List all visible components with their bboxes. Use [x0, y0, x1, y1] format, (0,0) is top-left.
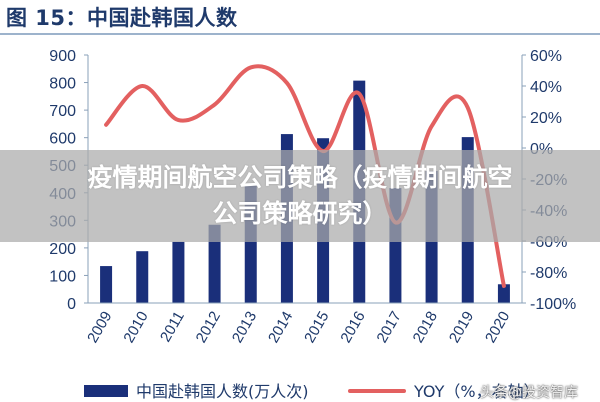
x-tick-label: 2015 [301, 309, 332, 346]
overlay-text: 疫情期间航空公司策略（疫情期间航空公司策略研究） [80, 160, 520, 232]
right-tick-label: 60% [530, 48, 562, 65]
legend-bar-swatch [84, 385, 128, 397]
right-tick-label: -80% [530, 265, 567, 282]
left-tick-label: 600 [49, 131, 76, 148]
x-tick-label: 2019 [446, 309, 477, 346]
right-tick-label: 40% [530, 79, 562, 96]
left-tick-label: 100 [49, 268, 76, 285]
watermark: 头条@投资智库 [480, 382, 578, 402]
x-tick-label: 2018 [410, 309, 441, 346]
bar-2011 [172, 242, 184, 303]
right-tick-label: 20% [530, 110, 562, 127]
x-tick-label: 2013 [229, 309, 260, 346]
left-tick-label: 700 [49, 103, 76, 120]
x-tick-label: 2011 [157, 309, 188, 345]
x-tick-label: 2009 [84, 309, 115, 346]
bar-2010 [136, 251, 148, 303]
x-tick-label: 2010 [120, 309, 151, 346]
overlay-banner: 疫情期间航空公司策略（疫情期间航空公司策略研究） [0, 150, 600, 242]
x-tick-label: 2020 [482, 308, 513, 345]
left-tick-label: 200 [49, 241, 76, 258]
left-tick-label: 900 [49, 48, 76, 65]
right-tick-label: -100% [530, 296, 576, 313]
x-tick-label: 2014 [265, 309, 296, 346]
x-tick-label: 2012 [193, 309, 224, 346]
left-tick-label: 800 [49, 76, 76, 93]
x-tick-label: 2016 [337, 309, 368, 346]
legend-bar-label: 中国赴韩国人数(万人次) [136, 382, 309, 400]
left-tick-label: 0 [67, 296, 76, 313]
bar-2009 [100, 266, 112, 303]
x-tick-label: 2017 [373, 309, 404, 346]
